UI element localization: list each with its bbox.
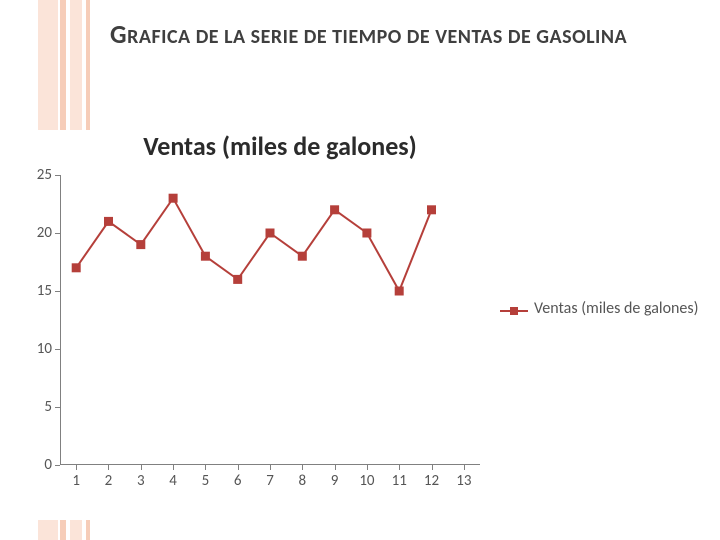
- x-tick-mark: [399, 465, 400, 470]
- series-marker: [395, 287, 404, 296]
- series-marker: [72, 263, 81, 272]
- x-tick-mark: [270, 465, 271, 470]
- y-tick-label: 15: [12, 282, 52, 300]
- legend-swatch: [500, 304, 528, 318]
- x-tick-mark: [335, 465, 336, 470]
- series-line: [76, 198, 431, 291]
- chart-container: Ventas (miles de galones) 0 5 10 15 20 2…: [0, 130, 720, 520]
- y-tick-label: 25: [12, 166, 52, 184]
- x-tick-label: 3: [126, 472, 156, 490]
- x-tick-label: 10: [352, 472, 382, 490]
- x-tick-label: 13: [449, 472, 479, 490]
- series-marker: [233, 275, 242, 284]
- x-tick-label: 9: [320, 472, 350, 490]
- x-tick-mark: [205, 465, 206, 470]
- y-tick-label: 5: [12, 398, 52, 416]
- y-tick-label: 10: [12, 340, 52, 358]
- x-tick-label: 5: [190, 472, 220, 490]
- x-tick-mark: [76, 465, 77, 470]
- series-marker: [330, 205, 339, 214]
- y-tick-mark: [55, 465, 60, 466]
- x-tick-label: 4: [158, 472, 188, 490]
- x-tick-mark: [464, 465, 465, 470]
- x-tick-label: 12: [417, 472, 447, 490]
- y-tick-label: 20: [12, 224, 52, 242]
- x-tick-mark: [367, 465, 368, 470]
- series-marker: [362, 229, 371, 238]
- x-tick-label: 7: [255, 472, 285, 490]
- x-tick-label: 11: [384, 472, 414, 490]
- x-tick-label: 1: [61, 472, 91, 490]
- series-marker: [266, 229, 275, 238]
- x-tick-mark: [173, 465, 174, 470]
- chart-series: [60, 175, 480, 465]
- plot-area: [60, 175, 480, 465]
- chart-legend: Ventas (miles de galones): [500, 300, 700, 318]
- x-tick-mark: [108, 465, 109, 470]
- x-tick-label: 6: [223, 472, 253, 490]
- y-tick-label: 0: [12, 456, 52, 474]
- x-tick-mark: [141, 465, 142, 470]
- series-marker: [427, 205, 436, 214]
- slide-title-rest: RAFICA DE LA SERIE DE TIEMPO DE VENTAS D…: [127, 25, 627, 49]
- series-marker: [298, 252, 307, 261]
- series-marker: [201, 252, 210, 261]
- series-marker: [104, 217, 113, 226]
- chart-title: Ventas (miles de galones): [0, 130, 560, 162]
- slide-title: GRAFICA DE LA SERIE DE TIEMPO DE VENTAS …: [110, 18, 670, 51]
- x-tick-label: 8: [287, 472, 317, 490]
- legend-label: Ventas (miles de galones): [534, 300, 698, 318]
- x-tick-label: 2: [93, 472, 123, 490]
- x-tick-mark: [432, 465, 433, 470]
- x-tick-mark: [238, 465, 239, 470]
- legend-marker: [510, 307, 518, 315]
- series-marker: [136, 240, 145, 249]
- series-marker: [169, 194, 178, 203]
- x-tick-mark: [302, 465, 303, 470]
